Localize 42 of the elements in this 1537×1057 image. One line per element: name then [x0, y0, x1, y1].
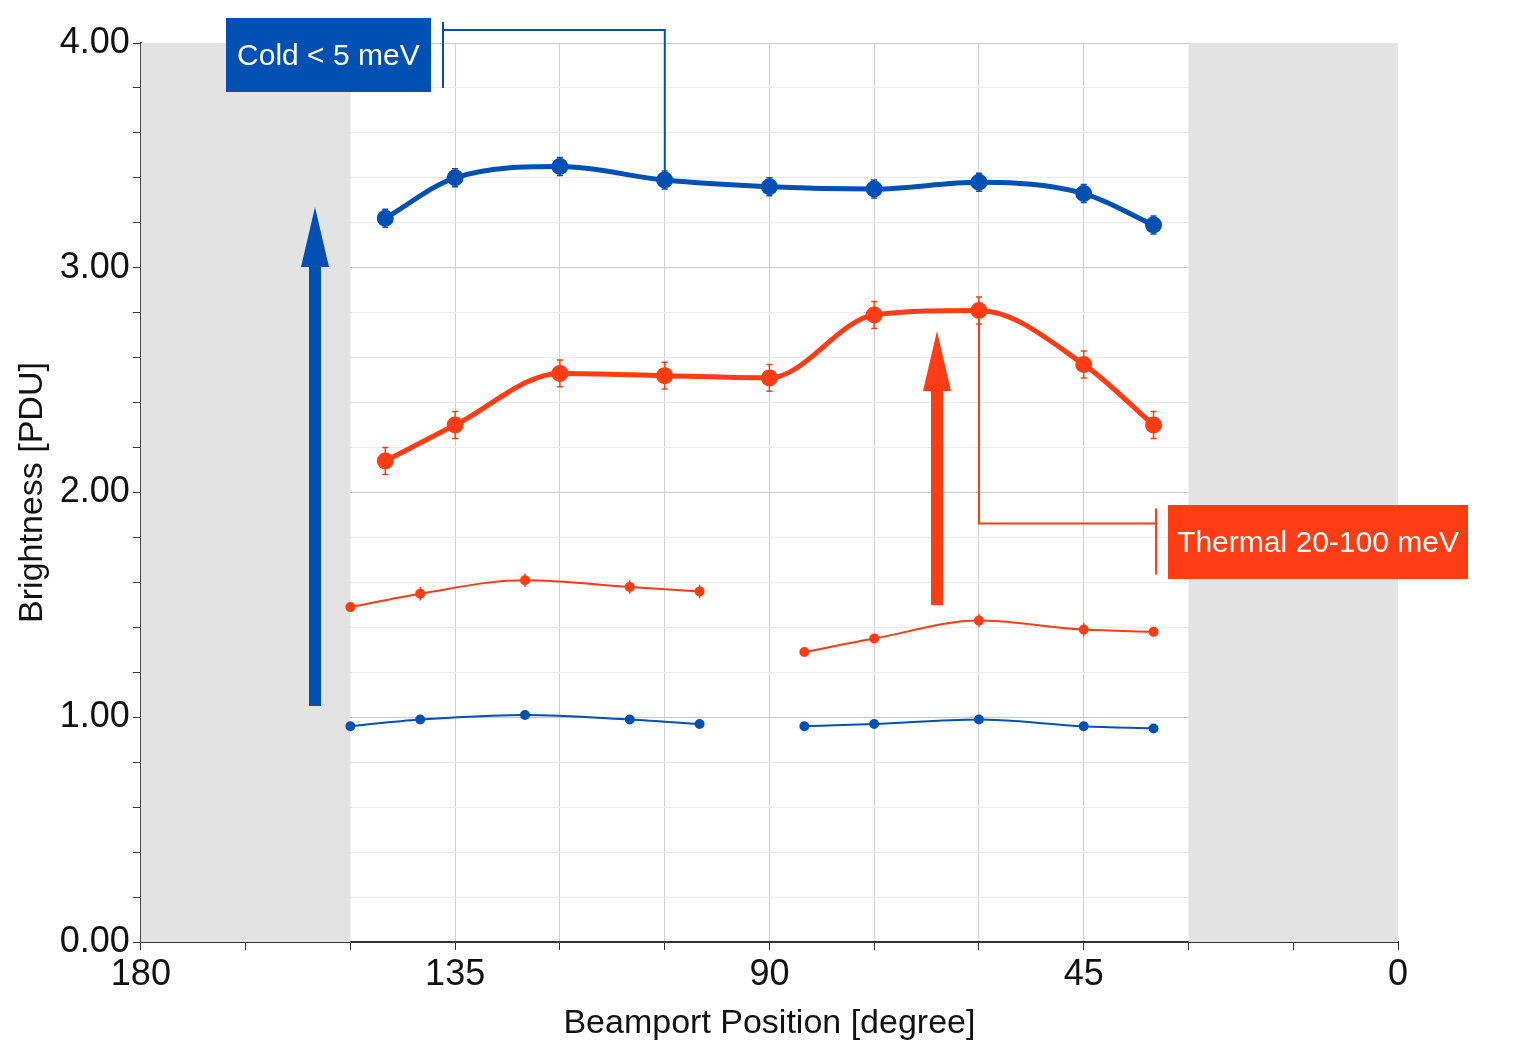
point — [551, 364, 569, 382]
annotation: Cold < 5 meV — [225, 18, 431, 92]
point — [1075, 355, 1093, 373]
point — [345, 602, 356, 613]
point — [376, 452, 394, 470]
y-tick-label: 1.00 — [59, 694, 130, 736]
point — [799, 647, 810, 658]
annotation: Thermal 20-100 meV — [1168, 504, 1468, 579]
y-tick-label: 4.00 — [59, 19, 130, 61]
point — [760, 369, 778, 387]
point — [760, 178, 778, 196]
x-tick-label: 135 — [425, 951, 486, 993]
point — [624, 714, 635, 725]
point — [694, 718, 705, 729]
point — [865, 306, 883, 324]
x-axis-title: Beamport Position [degree] — [563, 1001, 976, 1040]
point — [656, 171, 674, 189]
point — [1145, 216, 1163, 234]
y-tick-label: 3.00 — [59, 244, 130, 286]
point — [970, 173, 988, 191]
point — [973, 714, 984, 725]
point — [799, 721, 810, 732]
point — [376, 209, 394, 227]
y-axis-title: Brightness [PDU] — [10, 362, 49, 623]
point — [1078, 721, 1089, 732]
y-tick-label: 2.00 — [59, 469, 130, 511]
point — [656, 367, 674, 385]
x-tick-label: 45 — [1063, 951, 1104, 993]
x-tick-label: 0 — [1387, 951, 1409, 993]
point — [446, 416, 464, 434]
point — [865, 180, 883, 198]
point — [1145, 416, 1163, 434]
point — [551, 158, 569, 176]
point — [345, 721, 356, 732]
point — [869, 718, 880, 729]
x-tick-label: 90 — [749, 951, 790, 993]
point — [446, 169, 464, 187]
point — [415, 714, 426, 725]
point — [519, 710, 530, 720]
point — [1148, 723, 1159, 734]
point — [1075, 185, 1093, 203]
point — [970, 301, 988, 319]
